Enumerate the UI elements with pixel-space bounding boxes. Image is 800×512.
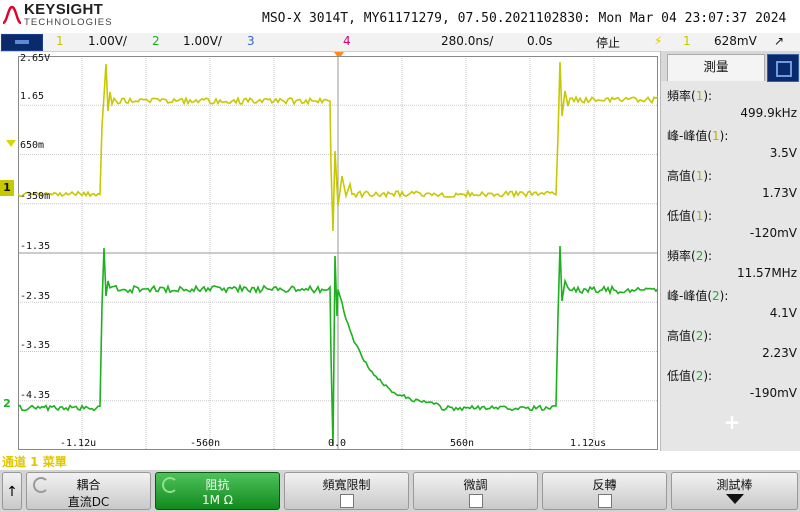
probe-title: 測試棒 xyxy=(672,476,797,493)
measurement-label: 低值(2): xyxy=(667,367,712,384)
ch1-ground-marker[interactable]: 1 xyxy=(0,180,14,196)
ch2-number[interactable]: 2 xyxy=(152,34,160,48)
trigger-level[interactable]: 628mV xyxy=(714,34,757,48)
submenu-arrow-icon xyxy=(726,494,744,504)
measurement-channel: 1 xyxy=(696,169,704,183)
timebase-scale[interactable]: 280.0ns/ xyxy=(441,34,493,48)
measurement-value: 4.1V xyxy=(770,306,797,320)
measurement-label: 高值(1): xyxy=(667,167,712,184)
fine-checkbox[interactable] xyxy=(469,494,483,508)
measurement-tab-bar: 測量 xyxy=(661,51,800,81)
ch2-ytick-label: -4.35 xyxy=(20,390,50,401)
measurement-value: -190mV xyxy=(750,386,797,400)
measurement-channel: 2 xyxy=(696,369,704,383)
add-measurement-button[interactable]: + xyxy=(717,411,747,433)
trigger-edge-icon[interactable]: ⚡ xyxy=(654,34,662,48)
invert-checkbox[interactable] xyxy=(598,494,612,508)
xtick-label: 0.0 xyxy=(328,438,346,449)
xtick-label: 1.12us xyxy=(570,438,606,449)
xtick-label: -560n xyxy=(190,438,220,449)
status-line: 通道 1 菜單 xyxy=(2,453,67,470)
measurement-value: -120mV xyxy=(750,226,797,240)
waveform-canvas xyxy=(18,56,658,450)
measurement-name: 高值 xyxy=(667,169,691,183)
measurement-panel: 測量 頻率(1): 499.9kHz 峰-峰值(1): 3.5V 高值(1): 1.73V… xyxy=(660,51,800,451)
measurement-label: 低值(1): xyxy=(667,207,712,224)
ch2-ground-marker[interactable]: 2 xyxy=(0,396,14,412)
measurement-value: 499.9kHz xyxy=(740,106,797,120)
ch2-ytick-label: -3.35 xyxy=(20,340,50,351)
ch1-ytick-label: 650m xyxy=(20,140,44,151)
measurement-label: 峰-峰值(2): xyxy=(667,287,728,304)
waveform-display[interactable]: 2.65V 1.65 650m -350m -1.35 -2.35 -3.35 … xyxy=(18,56,658,450)
measurement-label: 高值(2): xyxy=(667,327,712,344)
brand-subtitle: TECHNOLOGIES xyxy=(24,17,113,28)
measurement-value: 2.23V xyxy=(762,346,797,360)
measurement-label: 頻率(1): xyxy=(667,87,712,104)
measurement-channel: 2 xyxy=(696,329,704,343)
fine-softkey[interactable]: 微調 xyxy=(413,472,538,510)
probe-softkey[interactable]: 測試棒 xyxy=(671,472,798,510)
measurement-name: 峰-峰值 xyxy=(667,289,707,303)
header: KEYSIGHT TECHNOLOGIES MSO-X 3014T, MY611… xyxy=(0,0,800,34)
device-title: MSO-X 3014T, MY61171279, 07.50.202110283… xyxy=(262,11,786,26)
measurement-channel: 2 xyxy=(712,289,720,303)
ch2-ytick-label: -1.35 xyxy=(20,241,50,252)
ch1-scale[interactable]: 1.00V/ xyxy=(88,34,127,48)
ch2-scale[interactable]: 1.00V/ xyxy=(183,34,222,48)
ch1-ytick-label: -350m xyxy=(20,191,50,202)
fine-title: 微調 xyxy=(414,476,537,493)
measurement-name: 頻率 xyxy=(667,249,691,263)
measurement-value: 11.57MHz xyxy=(737,266,797,280)
brand-name: KEYSIGHT xyxy=(24,1,103,18)
xtick-label: -1.12u xyxy=(60,438,96,449)
coupling-title: 耦合 xyxy=(27,476,150,493)
bw-limit-title: 頻寬限制 xyxy=(285,476,408,493)
measurement-value: 1.73V xyxy=(762,186,797,200)
keysight-logo: KEYSIGHT TECHNOLOGIES xyxy=(2,2,132,32)
xtick-label: 560n xyxy=(450,438,474,449)
coupling-softkey[interactable]: 耦合 直流DC xyxy=(26,472,151,510)
measurement-name: 高值 xyxy=(667,329,691,343)
tab-measure[interactable]: 測量 xyxy=(667,54,765,81)
time-delay[interactable]: 0.0s xyxy=(527,34,552,48)
measurement-channel: 1 xyxy=(696,89,704,103)
softkey-bar: ↑ 耦合 直流DC 阻抗 1M Ω 頻寬限制 微調 反轉 測試棒 xyxy=(0,470,800,512)
measurement-value: 3.5V xyxy=(770,146,797,160)
trigger-mode-icon[interactable]: ↗ xyxy=(774,34,784,48)
measurement-channel: 1 xyxy=(696,209,704,223)
measurement-name: 頻率 xyxy=(667,89,691,103)
impedance-value: 1M Ω xyxy=(156,493,279,507)
measurement-channel: 2 xyxy=(696,249,704,263)
run-state[interactable]: 停止 xyxy=(596,34,620,51)
ch2-ytick-label: -2.35 xyxy=(20,291,50,302)
measurement-channel: 1 xyxy=(712,129,720,143)
measurement-name: 低值 xyxy=(667,369,691,383)
ch3-number[interactable]: 3 xyxy=(247,34,255,48)
main-menu-button[interactable] xyxy=(1,34,43,51)
coupling-value: 直流DC xyxy=(27,493,150,510)
measurement-label: 峰-峰值(1): xyxy=(667,127,728,144)
invert-title: 反轉 xyxy=(543,476,666,493)
measurement-name: 峰-峰值 xyxy=(667,129,707,143)
back-button[interactable]: ↑ xyxy=(2,472,22,510)
trigger-source[interactable]: 1 xyxy=(683,34,691,48)
measurement-name: 低值 xyxy=(667,209,691,223)
ch1-ytick-label: 1.65 xyxy=(20,91,44,102)
keysight-wave-icon xyxy=(2,5,22,27)
bw-limit-softkey[interactable]: 頻寬限制 xyxy=(284,472,409,510)
measurement-label: 頻率(2): xyxy=(667,247,712,264)
impedance-softkey[interactable]: 阻抗 1M Ω xyxy=(155,472,280,510)
ch4-number[interactable]: 4 xyxy=(343,34,351,48)
impedance-title: 阻抗 xyxy=(156,476,279,493)
bw-limit-checkbox[interactable] xyxy=(340,494,354,508)
ch1-ytick-label: 2.65V xyxy=(20,53,50,64)
channel-bar: 1 1.00V/ 2 1.00V/ 3 4 280.0ns/ 0.0s 停止 ⚡… xyxy=(0,33,800,52)
invert-softkey[interactable]: 反轉 xyxy=(542,472,667,510)
trigger-level-marker[interactable] xyxy=(6,140,16,147)
panel-options-icon[interactable] xyxy=(767,54,799,82)
ch1-number[interactable]: 1 xyxy=(56,34,64,48)
